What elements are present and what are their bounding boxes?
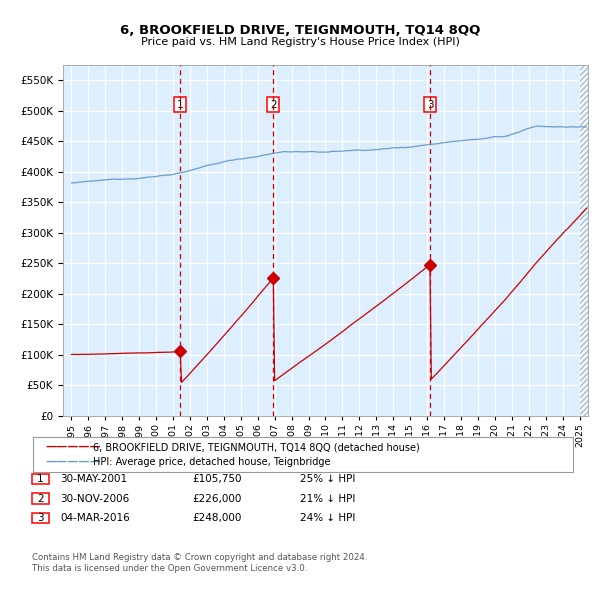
Text: 30-MAY-2001: 30-MAY-2001	[60, 474, 127, 484]
Text: £105,750: £105,750	[192, 474, 241, 484]
Text: £248,000: £248,000	[192, 513, 241, 523]
Text: 24% ↓ HPI: 24% ↓ HPI	[300, 513, 355, 523]
Text: 3: 3	[427, 100, 433, 110]
Text: 6, BROOKFIELD DRIVE, TEIGNMOUTH, TQ14 8QQ (detached house): 6, BROOKFIELD DRIVE, TEIGNMOUTH, TQ14 8Q…	[93, 442, 420, 452]
Text: 2: 2	[37, 494, 44, 503]
Text: £226,000: £226,000	[192, 494, 241, 503]
Text: —————: —————	[45, 442, 101, 452]
Text: 21% ↓ HPI: 21% ↓ HPI	[300, 494, 355, 503]
Text: This data is licensed under the Open Government Licence v3.0.: This data is licensed under the Open Gov…	[32, 564, 307, 573]
Text: 1: 1	[37, 474, 44, 484]
Text: 1: 1	[177, 100, 184, 110]
Text: Price paid vs. HM Land Registry's House Price Index (HPI): Price paid vs. HM Land Registry's House …	[140, 37, 460, 47]
Text: Contains HM Land Registry data © Crown copyright and database right 2024.: Contains HM Land Registry data © Crown c…	[32, 553, 367, 562]
Text: 3: 3	[37, 513, 44, 523]
Text: 04-MAR-2016: 04-MAR-2016	[60, 513, 130, 523]
Text: —————: —————	[45, 457, 101, 467]
Text: 2: 2	[270, 100, 277, 110]
Polygon shape	[580, 65, 588, 416]
Text: HPI: Average price, detached house, Teignbridge: HPI: Average price, detached house, Teig…	[93, 457, 331, 467]
Text: 25% ↓ HPI: 25% ↓ HPI	[300, 474, 355, 484]
Text: 6, BROOKFIELD DRIVE, TEIGNMOUTH, TQ14 8QQ: 6, BROOKFIELD DRIVE, TEIGNMOUTH, TQ14 8Q…	[120, 24, 480, 37]
Text: 30-NOV-2006: 30-NOV-2006	[60, 494, 129, 503]
